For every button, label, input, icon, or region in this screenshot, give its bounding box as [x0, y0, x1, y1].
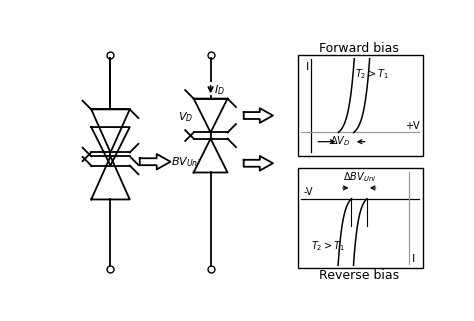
Text: $T_2>T_1$: $T_2>T_1$ [356, 67, 390, 81]
Text: $\Delta BV_{Uni}$: $\Delta BV_{Uni}$ [343, 170, 376, 184]
Text: $T_2>T_1$: $T_2>T_1$ [311, 239, 346, 253]
Bar [298, 56, 423, 156]
Bar [298, 168, 423, 268]
Text: I: I [306, 62, 309, 72]
Text: Forward bias: Forward bias [319, 42, 399, 55]
Text: $\Delta V_D$: $\Delta V_D$ [330, 134, 350, 148]
Text: $V_D$: $V_D$ [178, 110, 193, 124]
Text: $BV_{Uni}$: $BV_{Uni}$ [171, 155, 201, 169]
Text: Reverse bias: Reverse bias [319, 269, 399, 282]
Text: I: I [411, 254, 415, 264]
Text: $I_D$: $I_D$ [214, 83, 225, 97]
Text: -V: -V [304, 187, 313, 197]
Text: +V: +V [405, 121, 419, 131]
